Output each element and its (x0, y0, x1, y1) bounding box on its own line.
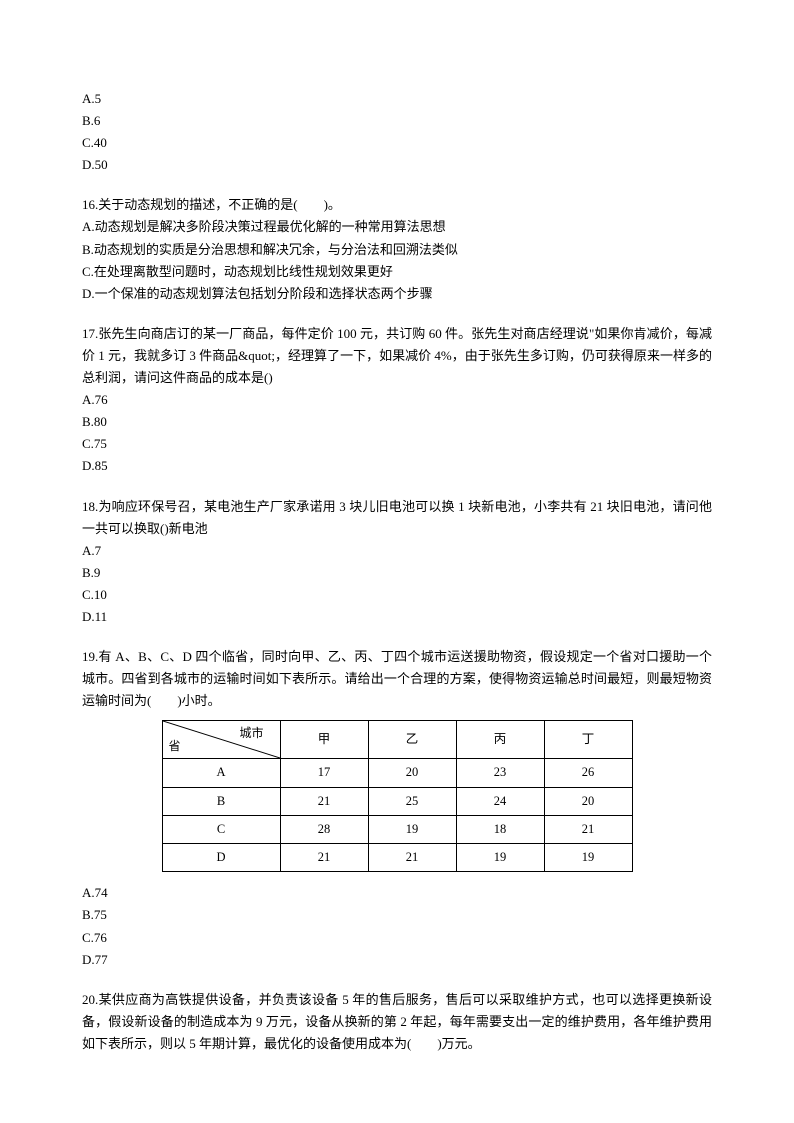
cell: 17 (280, 759, 368, 787)
option-d: D.50 (82, 154, 712, 176)
cell: 21 (368, 844, 456, 872)
option-b: B.动态规划的实质是分治思想和解决冗余，与分治法和回溯法类似 (82, 239, 712, 261)
row-label: D (162, 844, 280, 872)
option-b: B.6 (82, 110, 712, 132)
option-b: B.75 (82, 904, 712, 926)
option-a: A.动态规划是解决多阶段决策过程最优化解的一种常用算法思想 (82, 216, 712, 238)
option-a: A.76 (82, 389, 712, 411)
row-label: C (162, 815, 280, 843)
table-row: B 21 25 24 20 (162, 787, 632, 815)
option-a: A.5 (82, 88, 712, 110)
cell: 21 (544, 815, 632, 843)
question-19: 19.有 A、B、C、D 四个临省，同时向甲、乙、丙、丁四个城市运送援助物资，假… (82, 646, 712, 971)
option-d: D.77 (82, 949, 712, 971)
cell: 28 (280, 815, 368, 843)
question-17: 17.张先生向商店订的某一厂商品，每件定价 100 元，共订购 60 件。张先生… (82, 323, 712, 478)
row-label: B (162, 787, 280, 815)
option-c: C.在处理离散型问题时，动态规划比线性规划效果更好 (82, 261, 712, 283)
table-row: C 28 19 18 21 (162, 815, 632, 843)
option-b: B.9 (82, 562, 712, 584)
cell: 18 (456, 815, 544, 843)
option-c: C.40 (82, 132, 712, 154)
cell: 21 (280, 844, 368, 872)
cell: 20 (368, 759, 456, 787)
cell: 19 (544, 844, 632, 872)
table-diag-header: 城市 省 (162, 721, 280, 759)
cell: 21 (280, 787, 368, 815)
option-c: C.10 (82, 584, 712, 606)
question-16: 16.关于动态规划的描述，不正确的是( )。 A.动态规划是解决多阶段决策过程最… (82, 194, 712, 304)
question-stem: 17.张先生向商店订的某一厂商品，每件定价 100 元，共订购 60 件。张先生… (82, 323, 712, 389)
cell: 23 (456, 759, 544, 787)
question-stem: 16.关于动态规划的描述，不正确的是( )。 (82, 194, 712, 216)
option-c: C.75 (82, 433, 712, 455)
transport-time-table: 城市 省 甲 乙 丙 丁 A 17 20 23 26 B 21 25 24 20… (162, 720, 633, 872)
option-c: C.76 (82, 927, 712, 949)
question-18: 18.为响应环保号召，某电池生产厂家承诺用 3 块儿旧电池可以换 1 块新电池，… (82, 496, 712, 629)
option-b: B.80 (82, 411, 712, 433)
option-a: A.7 (82, 540, 712, 562)
cell: 26 (544, 759, 632, 787)
col-header: 丁 (544, 721, 632, 759)
table-row: D 21 21 19 19 (162, 844, 632, 872)
cell: 19 (456, 844, 544, 872)
diag-label-city: 城市 (239, 723, 263, 743)
col-header: 乙 (368, 721, 456, 759)
col-header: 丙 (456, 721, 544, 759)
question-15-options: A.5 B.6 C.40 D.50 (82, 88, 712, 176)
table-row: A 17 20 23 26 (162, 759, 632, 787)
diag-label-prov: 省 (169, 736, 181, 756)
question-stem: 18.为响应环保号召，某电池生产厂家承诺用 3 块儿旧电池可以换 1 块新电池，… (82, 496, 712, 540)
option-d: D.一个保准的动态规划算法包括划分阶段和选择状态两个步骤 (82, 283, 712, 305)
cell: 20 (544, 787, 632, 815)
question-stem: 19.有 A、B、C、D 四个临省，同时向甲、乙、丙、丁四个城市运送援助物资，假… (82, 646, 712, 712)
option-d: D.11 (82, 606, 712, 628)
cell: 19 (368, 815, 456, 843)
cell: 24 (456, 787, 544, 815)
option-d: D.85 (82, 455, 712, 477)
option-a: A.74 (82, 882, 712, 904)
question-20: 20.某供应商为高铁提供设备，并负责该设备 5 年的售后服务，售后可以采取维护方… (82, 989, 712, 1055)
question-stem: 20.某供应商为高铁提供设备，并负责该设备 5 年的售后服务，售后可以采取维护方… (82, 989, 712, 1055)
col-header: 甲 (280, 721, 368, 759)
row-label: A (162, 759, 280, 787)
cell: 25 (368, 787, 456, 815)
